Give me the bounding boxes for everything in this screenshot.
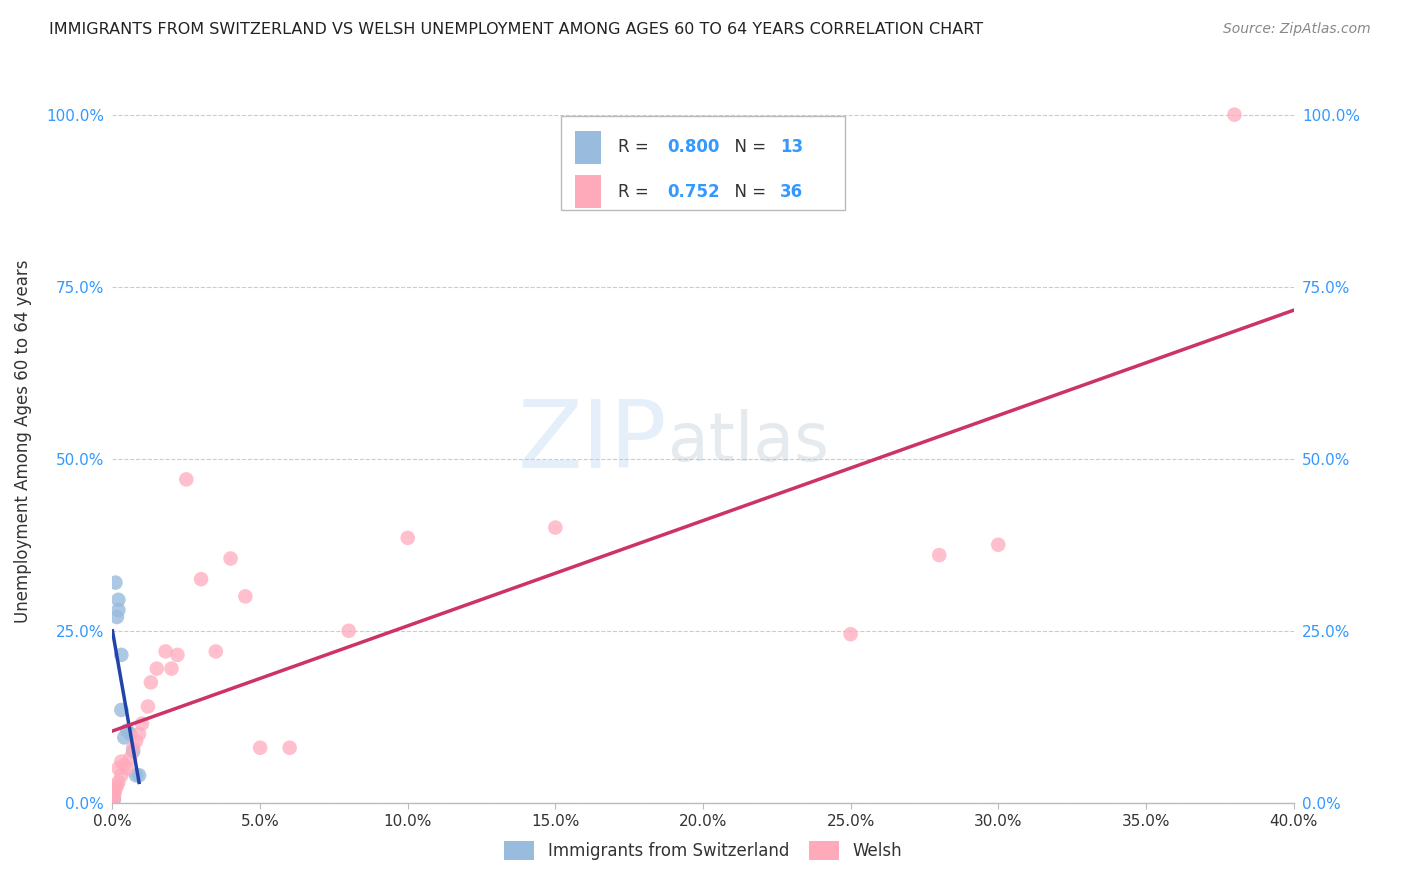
- Point: [117, 761, 138, 775]
- Text: R =: R =: [619, 138, 654, 156]
- Text: ZIP: ZIP: [517, 395, 668, 488]
- Point: [104, 782, 127, 797]
- Point: [122, 740, 145, 755]
- Point: [117, 723, 138, 738]
- Point: [128, 768, 150, 782]
- Point: [125, 768, 148, 782]
- Point: [190, 572, 212, 586]
- Text: 0.752: 0.752: [668, 183, 720, 201]
- Text: Source: ZipAtlas.com: Source: ZipAtlas.com: [1223, 22, 1371, 37]
- Point: [103, 789, 125, 803]
- Text: atlas: atlas: [668, 409, 828, 475]
- Point: [160, 662, 183, 676]
- Point: [105, 779, 128, 793]
- Point: [396, 531, 419, 545]
- Point: [125, 734, 148, 748]
- Point: [337, 624, 360, 638]
- Point: [103, 792, 125, 806]
- Legend: Immigrants from Switzerland, Welsh: Immigrants from Switzerland, Welsh: [498, 834, 908, 867]
- Point: [103, 792, 125, 806]
- Point: [987, 538, 1010, 552]
- Point: [120, 727, 142, 741]
- Text: R =: R =: [619, 183, 654, 201]
- Text: N =: N =: [724, 183, 772, 201]
- Point: [219, 551, 242, 566]
- Point: [110, 648, 132, 662]
- Text: 36: 36: [780, 183, 803, 201]
- Point: [120, 751, 142, 765]
- Text: 13: 13: [780, 138, 803, 156]
- Point: [544, 520, 567, 534]
- FancyBboxPatch shape: [575, 131, 602, 163]
- Point: [174, 472, 197, 486]
- Point: [278, 740, 301, 755]
- Text: IMMIGRANTS FROM SWITZERLAND VS WELSH UNEMPLOYMENT AMONG AGES 60 TO 64 YEARS CORR: IMMIGRANTS FROM SWITZERLAND VS WELSH UNE…: [49, 22, 983, 37]
- Point: [107, 592, 129, 607]
- Point: [107, 603, 129, 617]
- Point: [110, 703, 132, 717]
- Point: [166, 648, 188, 662]
- Point: [233, 590, 256, 604]
- Point: [131, 716, 153, 731]
- Point: [139, 675, 162, 690]
- Point: [136, 699, 159, 714]
- Point: [104, 575, 127, 590]
- Point: [146, 662, 169, 676]
- Point: [205, 644, 228, 658]
- Point: [103, 785, 125, 799]
- Text: 0.800: 0.800: [668, 138, 720, 156]
- Point: [122, 744, 145, 758]
- FancyBboxPatch shape: [561, 117, 845, 211]
- Point: [112, 758, 135, 772]
- Point: [249, 740, 271, 755]
- Point: [110, 755, 132, 769]
- Point: [112, 731, 135, 745]
- Y-axis label: Unemployment Among Ages 60 to 64 years: Unemployment Among Ages 60 to 64 years: [14, 260, 32, 624]
- Point: [928, 548, 950, 562]
- Point: [155, 644, 177, 658]
- Point: [128, 727, 150, 741]
- Point: [1223, 108, 1246, 122]
- Point: [105, 610, 128, 624]
- FancyBboxPatch shape: [575, 176, 602, 208]
- Point: [107, 775, 129, 789]
- Text: N =: N =: [724, 138, 772, 156]
- Point: [110, 768, 132, 782]
- Point: [107, 761, 129, 775]
- Point: [839, 627, 862, 641]
